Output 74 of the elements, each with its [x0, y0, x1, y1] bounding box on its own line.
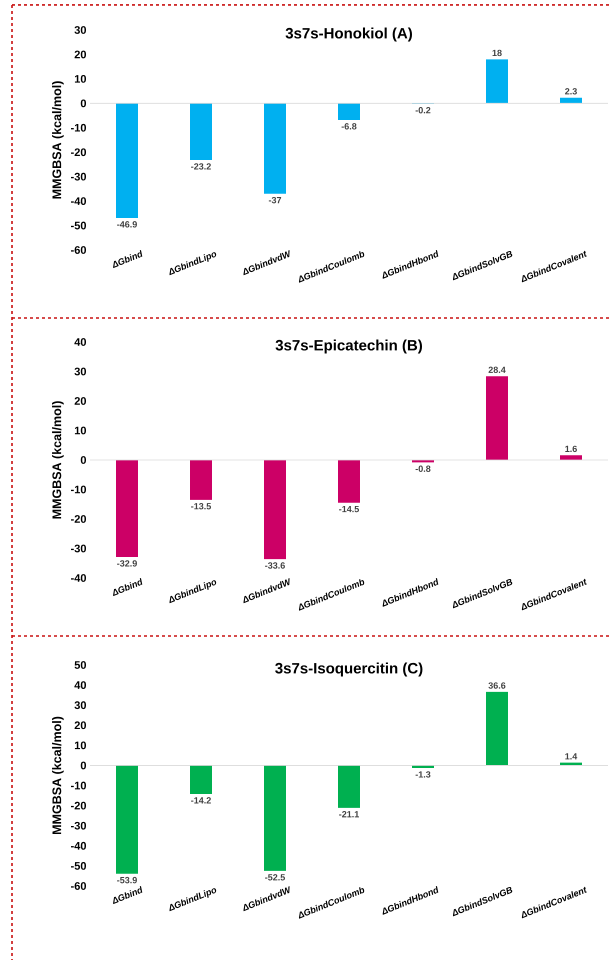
data-label: 18	[492, 50, 502, 56]
y-tick-label: -20	[70, 148, 86, 156]
data-label: -53.9	[117, 876, 137, 884]
y-tick-label: -40	[70, 197, 86, 205]
data-label: 36.6	[488, 682, 506, 689]
y-tick-label: -10	[70, 486, 86, 494]
bar	[264, 460, 286, 560]
bar	[264, 765, 286, 871]
y-tick-label: 0	[80, 99, 86, 108]
bar	[486, 692, 508, 766]
y-tick-label: 0	[80, 456, 86, 464]
y-tick-label: -30	[70, 544, 86, 552]
bar	[338, 103, 360, 120]
y-tick-label: -50	[70, 222, 86, 230]
bar	[190, 103, 212, 160]
y-tick-label: -20	[70, 515, 86, 523]
bar	[486, 376, 508, 460]
y-tick-label: 10	[74, 741, 86, 750]
y-axis-title: MMGBSA (kcal/mol)	[52, 716, 64, 834]
y-tick-label: 10	[74, 75, 86, 83]
data-label: -14.5	[339, 506, 359, 512]
bar	[116, 460, 138, 558]
y-tick-label: -10	[70, 124, 86, 132]
y-axis-title: MMGBSA (kcal/mol)	[52, 401, 64, 519]
y-tick-label: 30	[74, 701, 86, 710]
data-label: -37	[268, 196, 282, 204]
bar	[338, 765, 360, 808]
y-tick-label: 40	[74, 681, 86, 689]
y-tick-label: -10	[70, 782, 86, 790]
chart-title: 3s7s-Epicatechin (B)	[276, 340, 422, 354]
y-tick-label: 20	[74, 50, 86, 58]
y-tick-label: 0	[80, 762, 86, 770]
data-label: 28.4	[488, 366, 506, 374]
data-label: -21.1	[339, 811, 359, 818]
data-label: -1.3	[416, 771, 430, 778]
data-label: -14.2	[191, 797, 211, 804]
bar	[264, 103, 286, 194]
data-label: -33.6	[265, 562, 285, 569]
data-label: 2.3	[565, 88, 577, 95]
data-label: 1.6	[565, 446, 577, 452]
bar	[338, 460, 360, 503]
y-tick-label: 20	[74, 721, 86, 730]
y-tick-label: 50	[74, 661, 86, 669]
data-label: 1.4	[565, 753, 578, 760]
chart-title: 3s7s-Honokiol (A)	[286, 28, 412, 42]
data-label: -32.9	[117, 560, 137, 567]
y-tick-label: -50	[70, 862, 86, 870]
y-tick-label: -40	[70, 574, 86, 582]
data-label: -13.5	[191, 503, 212, 510]
bar	[116, 103, 138, 218]
bar	[116, 765, 138, 874]
y-axis-title: MMGBSA (kcal/mol)	[52, 81, 64, 199]
y-tick-label: 10	[74, 426, 86, 434]
bar	[486, 59, 508, 104]
chart-title: 3s7s-Isoquercitin (C)	[275, 662, 422, 676]
y-tick-label: -30	[70, 822, 86, 830]
y-tick-label: -40	[70, 842, 86, 850]
data-label: -0.8	[416, 466, 430, 472]
y-tick-label: -20	[70, 802, 86, 810]
bar	[560, 98, 582, 104]
y-tick-label: 30	[74, 368, 86, 376]
data-label: -23.2	[191, 163, 211, 170]
data-label: -46.9	[117, 221, 137, 228]
y-tick-label: -60	[70, 882, 86, 890]
y-tick-label: -30	[70, 172, 86, 181]
y-tick-label: 40	[74, 338, 86, 346]
bar	[190, 765, 212, 794]
bar	[190, 460, 212, 500]
y-tick-label: 20	[74, 397, 86, 405]
y-tick-label: -60	[70, 246, 86, 254]
data-label: -52.5	[265, 874, 285, 881]
data-label: -0.2	[416, 107, 430, 114]
data-label: -6.8	[342, 123, 356, 130]
y-tick-label: 30	[74, 26, 86, 34]
